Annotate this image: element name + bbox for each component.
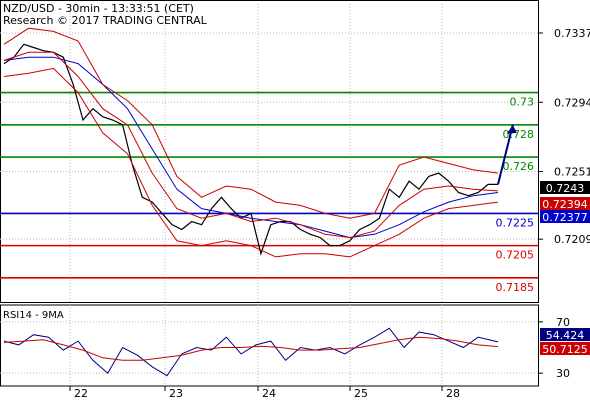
level-label: 0.73	[510, 96, 535, 109]
ma-red-series	[3, 51, 499, 239]
y-tick-label: 0.7294	[554, 96, 590, 109]
price-badge-label: 0.7243	[546, 182, 585, 195]
x-tick-label: 24	[262, 387, 276, 400]
rsi-badge-label: 50.7125	[542, 343, 588, 356]
rsi-tick-label: 30	[556, 367, 570, 380]
rsi-tick-label: 70	[556, 316, 570, 329]
x-tick-label: 25	[354, 387, 368, 400]
rsi-ma-series	[3, 336, 499, 361]
y-tick-label: 0.7251	[554, 166, 590, 179]
price-badge	[540, 210, 590, 223]
price-badge-label: 0.72394	[542, 198, 588, 211]
forecast-arrow-line	[497, 124, 514, 185]
chart-title: NZD/USD - 30min - 13:33:51 (CET)	[3, 2, 194, 15]
forecast-arrow-head	[506, 124, 517, 134]
price-panel-frame	[0, 0, 539, 303]
price-series	[3, 43, 498, 256]
x-tick-label: 23	[169, 387, 183, 400]
level-label: 0.7205	[496, 249, 535, 262]
rsi-badge	[540, 328, 590, 341]
rsi-badge	[540, 342, 590, 355]
ma-blue-series	[3, 56, 499, 239]
level-label: 0.728	[503, 128, 535, 141]
y-tick-label: 0.7337	[554, 27, 590, 40]
upper-band-series	[3, 27, 499, 219]
rsi-badge-label: 54.424	[546, 329, 585, 342]
level-label: 0.726	[503, 160, 535, 173]
price-badge	[540, 181, 590, 194]
lower-band-series	[3, 67, 499, 258]
level-label: 0.7185	[496, 281, 535, 294]
price-badge-label: 0.72377	[542, 211, 588, 224]
level-label: 0.7225	[496, 216, 535, 229]
rsi-series	[3, 327, 499, 377]
x-tick-label: 28	[446, 387, 460, 400]
chart-subtitle: Research © 2017 TRADING CENTRAL	[3, 14, 208, 27]
rsi-title: RSI14 - 9MA	[3, 310, 64, 321]
price-badge	[540, 197, 590, 210]
rsi-panel-frame	[0, 304, 539, 387]
y-tick-label: 0.7209	[554, 233, 590, 246]
x-tick-label: 22	[74, 387, 88, 400]
